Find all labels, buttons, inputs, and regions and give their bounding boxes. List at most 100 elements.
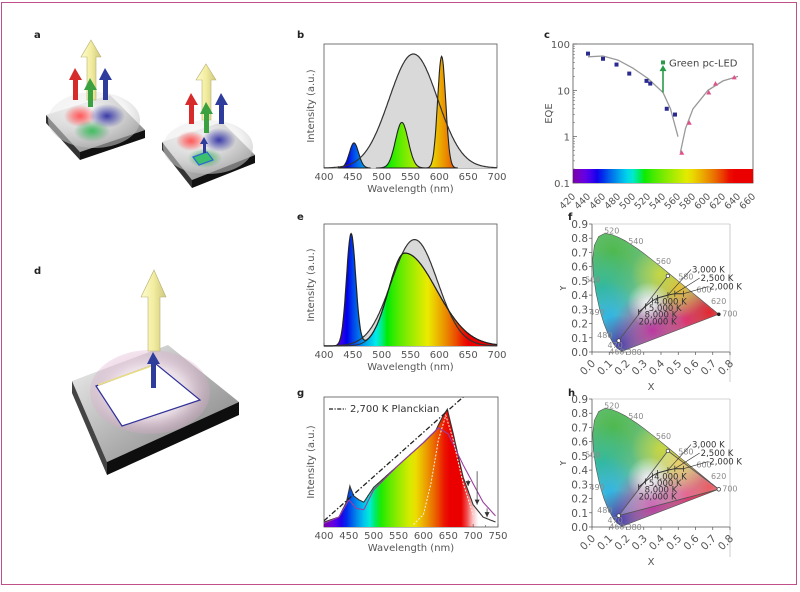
cct-label: 8,000 K — [645, 485, 678, 495]
data-point-ingan — [586, 51, 590, 56]
chart-e: 400 450 500 550 600 650 700 Wavelength (nm) Inte… — [306, 223, 507, 373]
planckian-line — [324, 397, 465, 522]
y-tick-label: 0.9 — [571, 394, 588, 406]
x-tick-label: 400 — [314, 531, 333, 542]
spectral-locus — [592, 408, 720, 527]
y-tick-label: 0.1 — [554, 179, 570, 190]
endpoint — [665, 273, 671, 279]
x-tick-label: 600 — [430, 172, 449, 183]
x-tick-label: 0.6 — [681, 357, 702, 378]
y-tick-label: 0.2 — [571, 494, 588, 506]
x-tick-label: 600 — [414, 531, 433, 542]
green-arrow-icon — [200, 102, 213, 133]
cct-label: 20,000 K — [639, 492, 677, 502]
wavelength-label: 620 — [711, 297, 726, 306]
wavelength-label: 620 — [711, 472, 726, 481]
panel-label-h: h — [568, 388, 576, 399]
x-tick-label: 0.7 — [699, 533, 719, 553]
data-point-alingap — [686, 120, 692, 125]
wavelength-label: 470 — [608, 516, 623, 525]
y-tick-label: 0.5 — [571, 451, 588, 463]
x-axis-label: Wavelength (nm) — [368, 543, 454, 554]
cct-leader-line — [674, 452, 700, 469]
led-emission-peak — [424, 55, 458, 169]
wavelength-label: 500 — [585, 275, 600, 284]
wavelength-label: 540 — [628, 237, 643, 246]
wavelength-label: 560 — [656, 432, 671, 441]
y-tick-label: 100 — [551, 40, 570, 51]
wavelength-label: 460 — [609, 347, 624, 356]
x-tick-label: 0.5 — [664, 533, 684, 553]
x-tick-label: 500 — [364, 531, 383, 542]
panel-label-g: g — [297, 388, 305, 399]
wavelength-label: 490 — [589, 308, 604, 317]
y-tick-label: 0.8 — [571, 408, 588, 420]
x-tick-label: 400 — [314, 172, 333, 183]
trend-line-alingap — [679, 75, 739, 153]
y-tick-label: 0.0 — [571, 347, 588, 359]
y-axis-label: Y — [560, 284, 569, 292]
cct-label: 2,000 K — [709, 283, 742, 293]
y-axis-label: EQE — [544, 103, 555, 124]
wavelength-label: 520 — [604, 401, 619, 410]
spectral-locus — [592, 233, 720, 352]
phosphor-converted-led-illustration — [72, 269, 239, 475]
cct-leader-line — [683, 286, 709, 294]
cct-label: 4,000 K — [654, 298, 687, 308]
x-tick-label: 0.0 — [578, 358, 598, 378]
y-tick-label: 0.0 — [571, 522, 588, 534]
y-axis-label: Intensity (a.u.) — [306, 248, 317, 321]
cct-label: 8,000 K — [645, 310, 678, 320]
panel-label-c: c — [544, 30, 550, 41]
wavelength-label: 580 — [678, 448, 693, 457]
blue-arrow-icon — [147, 352, 160, 388]
y-axis-label: Y — [560, 459, 569, 467]
wavelength-label: 600 — [696, 460, 711, 469]
data-point-alingap — [706, 89, 712, 95]
primary-point — [716, 487, 721, 492]
blue-arrow-icon — [99, 68, 112, 100]
x-tick-label: 500 — [372, 350, 391, 361]
y-tick-label: 10 — [557, 86, 570, 97]
x-tick-label: 450 — [343, 172, 362, 183]
cct-label: 20,000 K — [639, 317, 677, 327]
chart-h: 0.00.10.20.30.40.50.60.70.80.00.10.20.30… — [560, 394, 742, 565]
x-tick-label: 0.7 — [699, 358, 719, 378]
cct-label: 3,000 K — [692, 441, 725, 451]
x-tick-label: 500 — [372, 172, 391, 183]
data-point-ingan — [664, 106, 669, 111]
wavelength-label: 560 — [656, 257, 671, 266]
panel-label-d: d — [34, 266, 42, 277]
y-tick-label: 0.2 — [571, 319, 588, 331]
green-pc-led-chip-illustration — [162, 63, 255, 188]
x-tick-label: 0.2 — [612, 358, 632, 378]
x-tick-label: 650 — [459, 350, 478, 361]
white-arrow-icon — [140, 269, 167, 352]
x-tick-label: 0.3 — [630, 358, 650, 378]
figure-frame — [1, 2, 797, 585]
x-axis-label: Wavelength (nm) — [367, 184, 453, 195]
red-arrow-icon — [185, 93, 198, 124]
x-tick-label: 550 — [401, 172, 420, 183]
x-tick-label: 0.3 — [630, 533, 650, 553]
wavelength-label: 460 — [609, 522, 624, 531]
y-tick-label: 0.6 — [571, 262, 588, 274]
red-led-dashed-curve — [413, 413, 474, 525]
x-tick-label: 550 — [401, 350, 420, 361]
data-point-ingan — [673, 112, 677, 117]
x-tick-label: 0.6 — [681, 532, 702, 553]
chart-f: 0.00.10.20.30.40.50.60.70.80.00.10.20.30… — [560, 219, 742, 390]
spectrum-area — [324, 409, 496, 527]
y-tick-label: 0.3 — [571, 304, 588, 316]
cct-leader-line — [667, 269, 692, 296]
endpoint — [616, 338, 621, 343]
rgb-led-chip-illustration — [46, 39, 145, 160]
wavelength-label: 500 — [585, 450, 600, 459]
data-point-ingan — [644, 78, 649, 83]
data-point-alingap — [679, 150, 685, 155]
x-tick-label: 0.1 — [595, 533, 615, 553]
x-tick-label: 0.5 — [664, 358, 684, 378]
y-tick-label: 0.4 — [571, 465, 588, 477]
cct-label: 3,000 K — [692, 266, 725, 276]
eye-sensitivity-curve — [323, 239, 497, 347]
